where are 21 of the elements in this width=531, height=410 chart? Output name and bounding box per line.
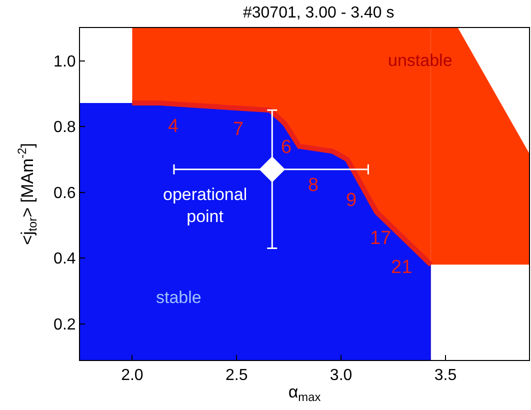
annotation: 21 <box>391 257 412 278</box>
annotation: operational point <box>163 185 248 226</box>
chart-title: #30701, 3.00 - 3.40 s <box>242 4 394 22</box>
y-tick-label: 0.4 <box>54 250 76 268</box>
annotation: 7 <box>233 119 244 140</box>
annotation: 8 <box>308 175 319 196</box>
annotation: 17 <box>370 228 392 249</box>
y-tick-label: 0.2 <box>54 316 76 334</box>
y-tick-label: 1.0 <box>54 53 76 70</box>
annotation: unstable <box>388 51 452 70</box>
y-tick-label: 0.8 <box>54 119 76 136</box>
annotation: 9 <box>346 190 357 211</box>
x-tick-label: 2.5 <box>226 367 248 384</box>
x-axis-title: α$_{max}$ <box>288 382 321 404</box>
x-tick-label: 3.0 <box>330 367 352 384</box>
annotation: 4 <box>168 116 179 137</box>
y-tick-label: 0.6 <box>54 184 76 202</box>
annotation: 6 <box>281 137 292 158</box>
annotation: stable <box>156 288 202 307</box>
x-tick-label: 3.5 <box>434 367 457 384</box>
x-tick-label: 2.0 <box>121 367 144 384</box>
